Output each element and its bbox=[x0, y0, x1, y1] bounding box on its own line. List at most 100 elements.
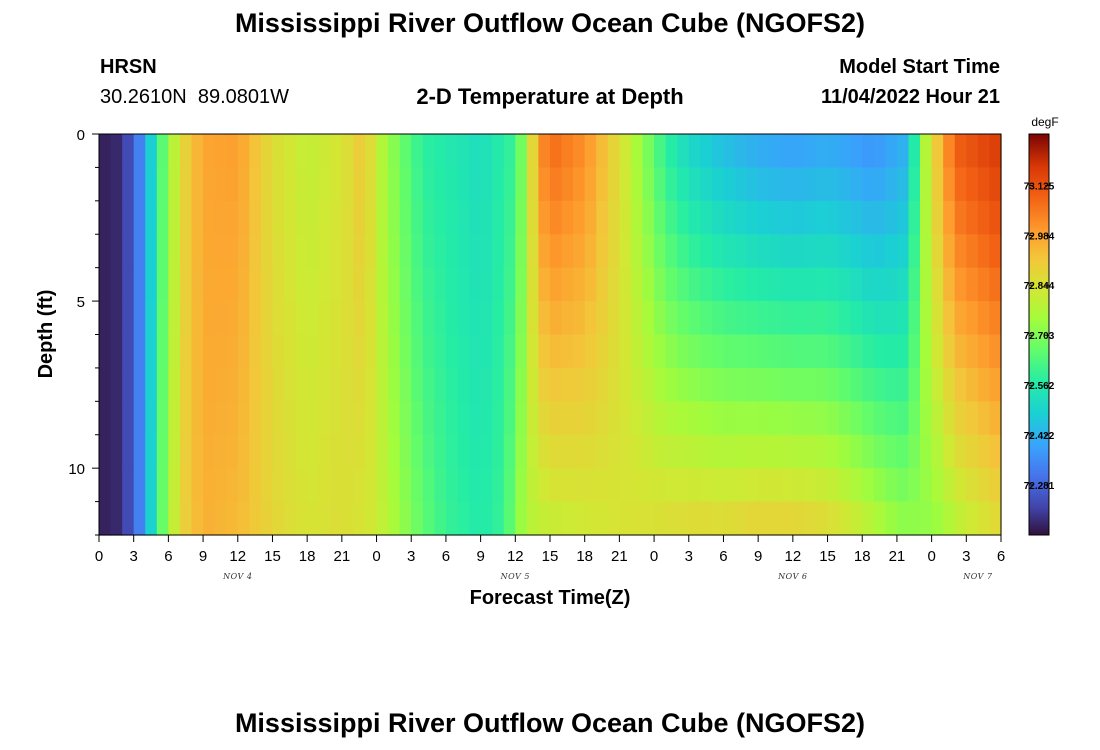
heatmap-cell bbox=[862, 434, 875, 469]
heatmap-cell bbox=[908, 301, 921, 336]
heatmap-cell bbox=[746, 234, 759, 269]
heatmap-cell bbox=[284, 301, 297, 336]
heatmap-cell bbox=[735, 234, 748, 269]
heatmap-cell bbox=[388, 134, 401, 169]
heatmap-cell bbox=[746, 134, 759, 169]
x-tick-label: 0 bbox=[372, 548, 380, 565]
heatmap-cell bbox=[249, 367, 262, 402]
heatmap-cell bbox=[376, 434, 389, 469]
heatmap-cell bbox=[203, 301, 216, 336]
heatmap-cell bbox=[110, 200, 123, 235]
heatmap-cell bbox=[619, 501, 632, 536]
heatmap-cell bbox=[792, 468, 806, 503]
heatmap-cell bbox=[677, 468, 690, 503]
heatmap-cell bbox=[769, 134, 782, 169]
heatmap-cell bbox=[931, 200, 944, 235]
heatmap-cell bbox=[596, 501, 609, 536]
heatmap-cell bbox=[295, 167, 308, 202]
heatmap-cell bbox=[827, 334, 840, 369]
heatmap-cell bbox=[735, 167, 748, 202]
heatmap-cell bbox=[318, 267, 331, 302]
heatmap-cell bbox=[758, 167, 771, 202]
heatmap-cell bbox=[191, 200, 204, 235]
heatmap-cell bbox=[341, 334, 355, 369]
heatmap-cell bbox=[920, 267, 933, 302]
heatmap-cell bbox=[388, 200, 401, 235]
heatmap-cell bbox=[445, 134, 459, 169]
heatmap-cell bbox=[145, 468, 158, 503]
heatmap-cell bbox=[99, 301, 112, 336]
heatmap-cell bbox=[769, 367, 782, 402]
heatmap-cell bbox=[827, 501, 840, 536]
heatmap-cell bbox=[99, 367, 112, 402]
heatmap-cell bbox=[480, 301, 493, 336]
heatmap-cell bbox=[677, 401, 690, 436]
heatmap-cell bbox=[781, 501, 794, 536]
heatmap-cell bbox=[133, 301, 146, 336]
heatmap-cell bbox=[654, 234, 667, 269]
heatmap-cell bbox=[330, 501, 343, 536]
heatmap-cell bbox=[399, 501, 412, 536]
heatmap-cell bbox=[399, 200, 412, 235]
heatmap-cell bbox=[573, 267, 586, 302]
heatmap-cell bbox=[989, 234, 1002, 269]
heatmap-cell bbox=[330, 267, 343, 302]
heatmap-cell bbox=[758, 301, 771, 336]
heatmap-cell bbox=[145, 334, 158, 369]
heatmap-cell bbox=[364, 301, 378, 336]
heatmap-cell bbox=[920, 234, 933, 269]
heatmap-cell bbox=[480, 167, 493, 202]
heatmap-cell bbox=[284, 200, 297, 235]
x-tick-label: 6 bbox=[997, 548, 1005, 565]
heatmap-cell bbox=[746, 301, 759, 336]
heatmap-cell bbox=[226, 301, 239, 336]
heatmap-cell bbox=[272, 234, 285, 269]
x-tick-label: 9 bbox=[476, 548, 484, 565]
heatmap-cell bbox=[977, 367, 991, 402]
heatmap-cell bbox=[353, 301, 366, 336]
heatmap-cell bbox=[804, 401, 817, 436]
heatmap-cell bbox=[480, 401, 493, 436]
heatmap-cell bbox=[746, 367, 759, 402]
heatmap-cell bbox=[873, 267, 886, 302]
heatmap-cell bbox=[469, 134, 482, 169]
heatmap-cell bbox=[492, 301, 505, 336]
heatmap-cell bbox=[318, 501, 331, 536]
heatmap-cell bbox=[156, 267, 169, 302]
heatmap-cell bbox=[99, 468, 112, 503]
heatmap-cell bbox=[353, 401, 366, 436]
heatmap-cell bbox=[711, 267, 725, 302]
heatmap-cell bbox=[295, 301, 308, 336]
heatmap-cell bbox=[260, 200, 274, 235]
heatmap-cell bbox=[688, 468, 701, 503]
heatmap-cell bbox=[896, 367, 910, 402]
heatmap-cell bbox=[642, 167, 655, 202]
heatmap-cell bbox=[388, 367, 401, 402]
heatmap-cell bbox=[723, 267, 736, 302]
heatmap-cell bbox=[781, 167, 794, 202]
heatmap-cell bbox=[584, 234, 597, 269]
heatmap-cell bbox=[133, 468, 146, 503]
x-tick-label: 6 bbox=[719, 548, 727, 565]
heatmap-cell bbox=[330, 468, 343, 503]
heatmap-cell bbox=[792, 434, 806, 469]
colorbar-tick-label: 72.844 bbox=[1024, 281, 1055, 292]
heatmap-cell bbox=[260, 367, 274, 402]
heatmap-cell bbox=[457, 134, 470, 169]
heatmap-cell bbox=[284, 434, 297, 469]
heatmap-cell bbox=[885, 301, 898, 336]
heatmap-cell bbox=[156, 334, 169, 369]
x-tick-label: 0 bbox=[95, 548, 103, 565]
heatmap-cell bbox=[607, 434, 620, 469]
heatmap-cell bbox=[318, 167, 331, 202]
heatmap-cell bbox=[538, 301, 551, 336]
heatmap-cell bbox=[422, 234, 435, 269]
heatmap-cell bbox=[307, 134, 320, 169]
x-tick-label: 6 bbox=[442, 548, 450, 565]
heatmap-cell bbox=[711, 200, 725, 235]
heatmap-cell bbox=[607, 167, 620, 202]
heatmap-cell bbox=[99, 401, 112, 436]
heatmap-cell bbox=[688, 401, 701, 436]
colorbar-tick-label: 72.703 bbox=[1024, 331, 1055, 342]
